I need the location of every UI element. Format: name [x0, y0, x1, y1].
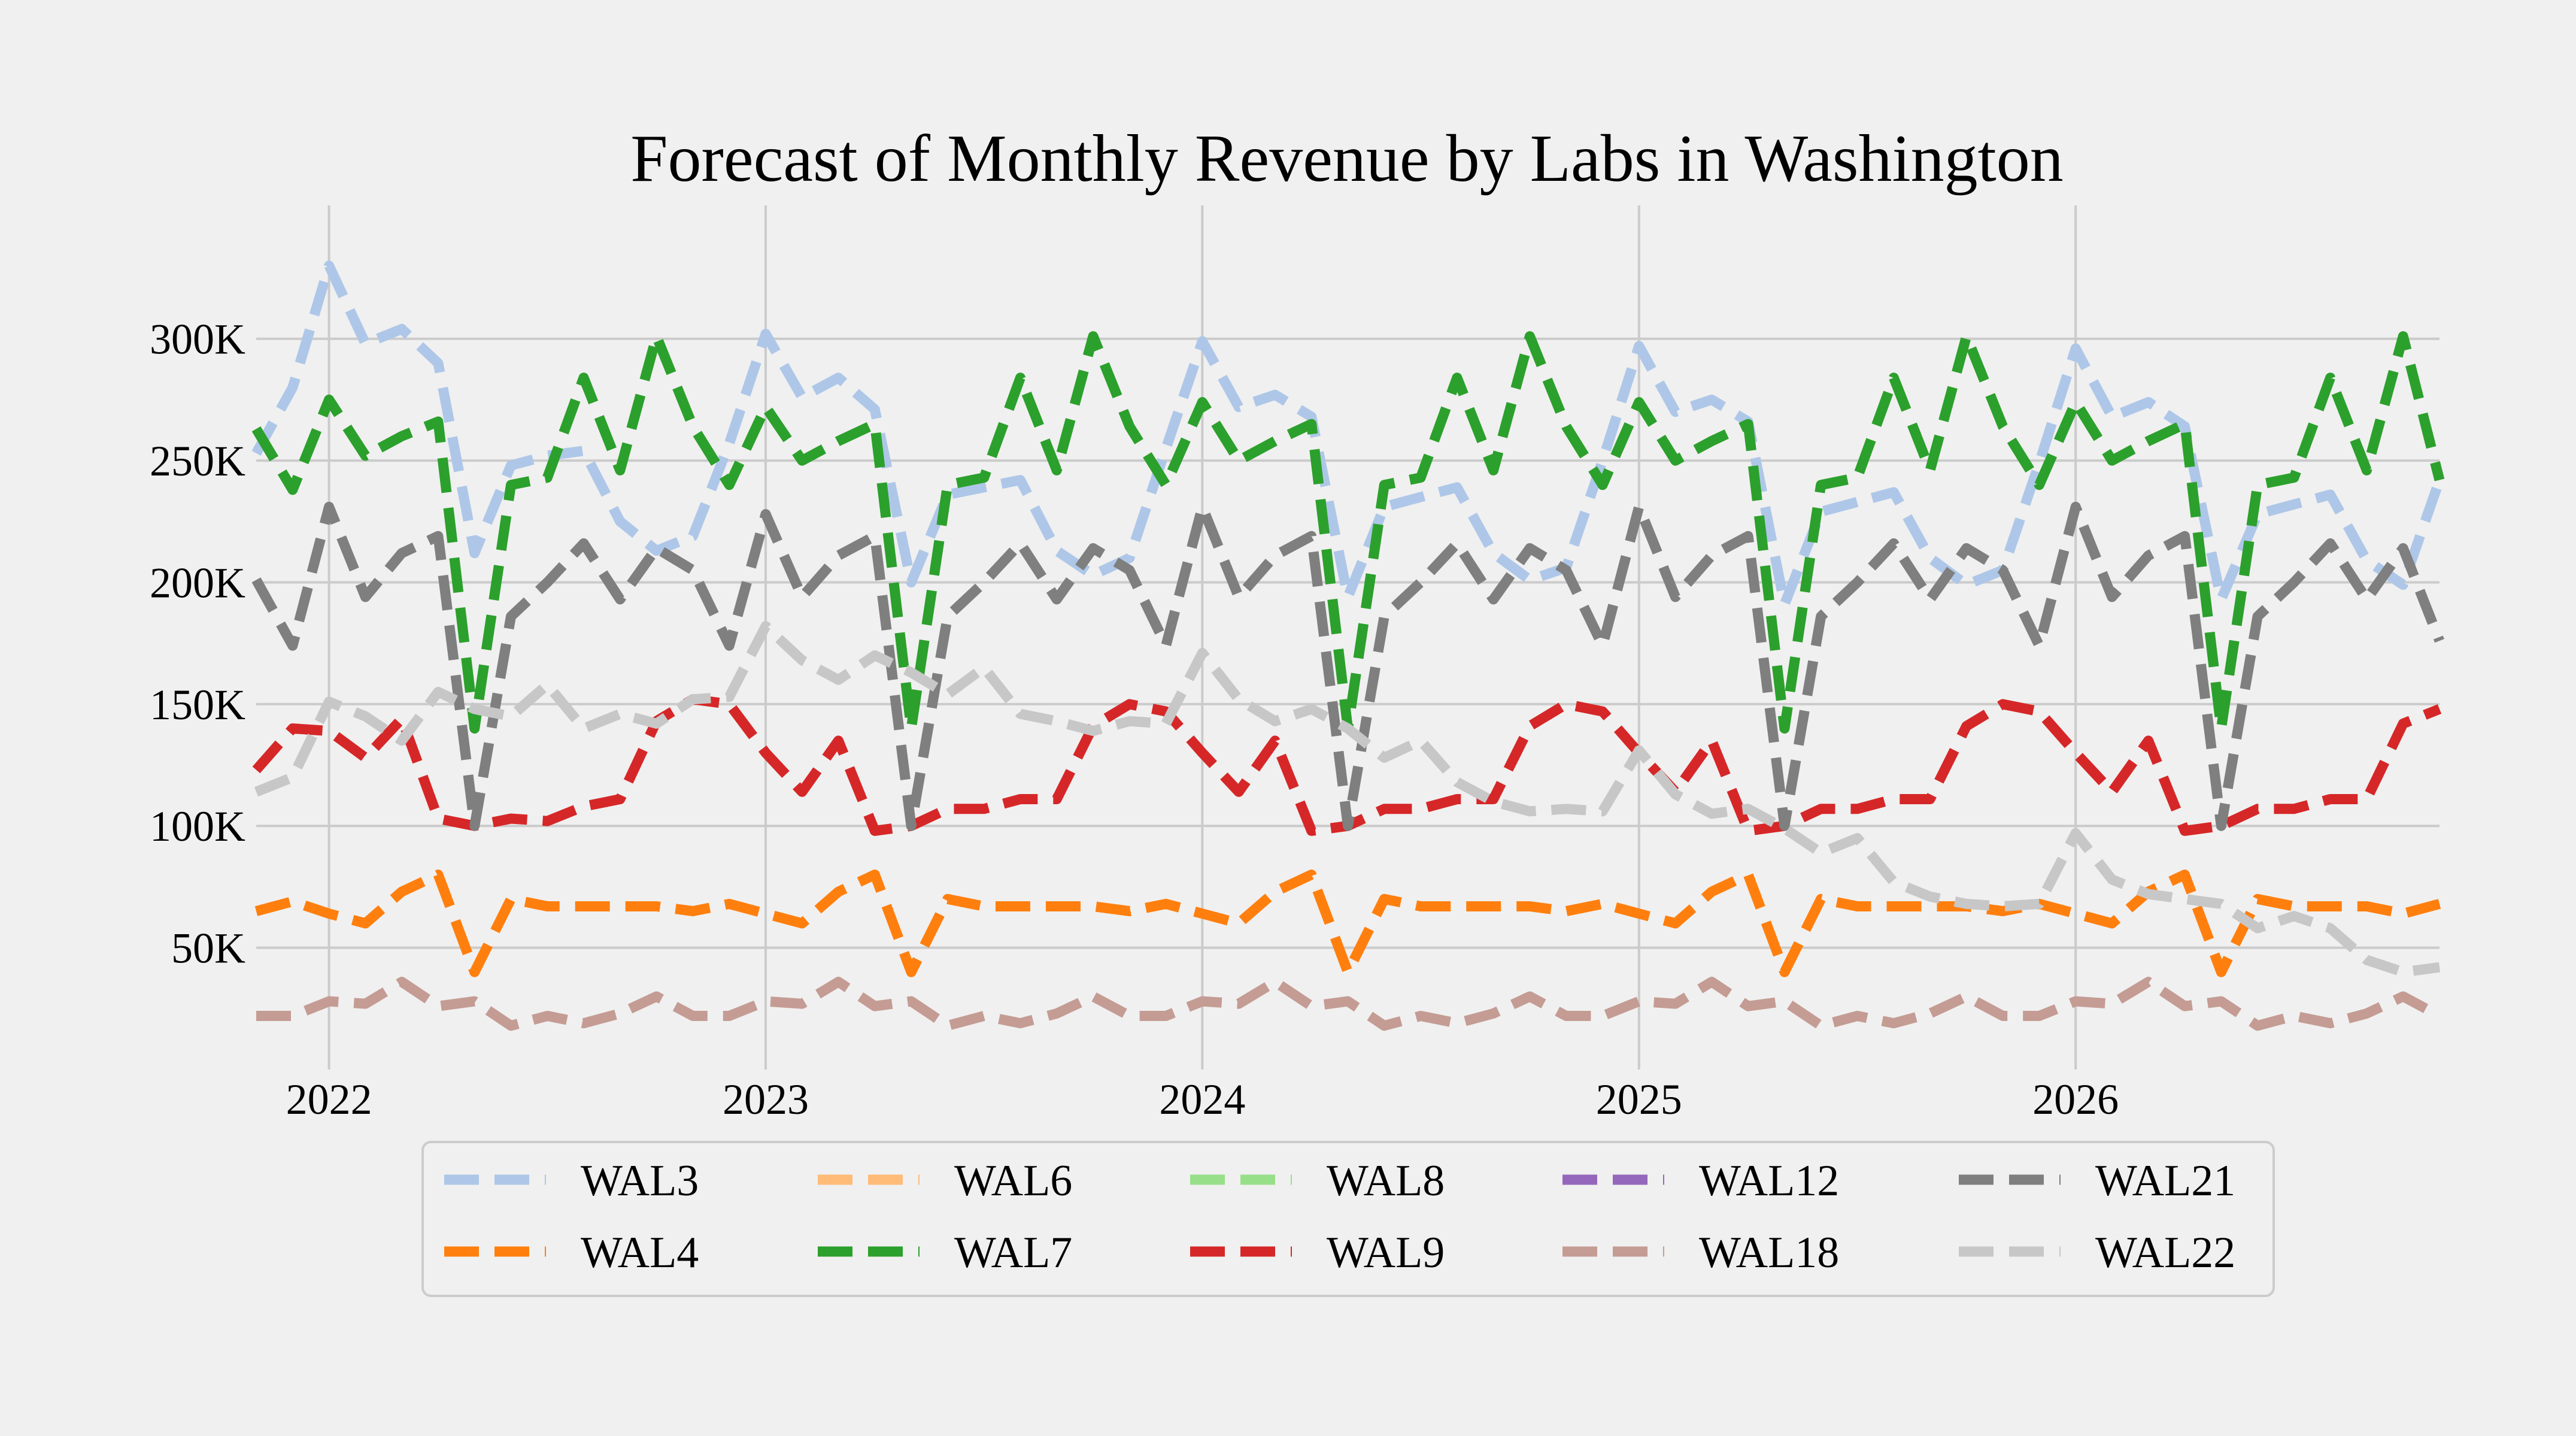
- x-tick-label: 2022: [286, 1076, 372, 1123]
- legend-label-wal22: WAL22: [2095, 1228, 2235, 1277]
- x-tick-label: 2026: [2032, 1076, 2119, 1123]
- y-tick-label: 200K: [150, 559, 245, 607]
- axis-layer: 2022 2023 2024 2025 2026 50K 100K 150K 200K 250K 3…: [150, 316, 2119, 1123]
- x-tick-label: 2025: [1596, 1076, 1682, 1123]
- x-tick-label: 2023: [723, 1076, 809, 1123]
- y-tick-label: 250K: [150, 437, 245, 485]
- legend-label-wal3: WAL3: [581, 1156, 699, 1205]
- legend-label-wal6: WAL6: [954, 1156, 1072, 1205]
- legend-label-wal4: WAL4: [581, 1228, 699, 1277]
- series-line-wal18: [256, 977, 2443, 1031]
- legend-label-wal21: WAL21: [2095, 1156, 2235, 1205]
- y-tick-label: 50K: [171, 925, 245, 973]
- series-line-wal3: [251, 260, 2445, 610]
- y-tick-label: 100K: [150, 802, 245, 850]
- chart-title: Forecast of Monthly Revenue by Labs in W…: [630, 122, 2063, 196]
- series-layer: [251, 260, 2445, 1031]
- series-line-wal21: [251, 501, 2444, 831]
- series-line-wal7: [251, 331, 2445, 734]
- y-tick-label: 150K: [150, 681, 245, 729]
- legend-label-wal9: WAL9: [1327, 1228, 1445, 1277]
- legend: WAL3 WAL4 WAL6 WAL7 WAL8 WAL9 WAL12 WAL18 WAL21 W…: [421, 1141, 2275, 1297]
- legend-label-wal18: WAL18: [1699, 1228, 1839, 1277]
- legend-label-wal8: WAL8: [1327, 1156, 1445, 1205]
- series-line-wal22: [254, 621, 2441, 977]
- y-tick-label: 300K: [150, 316, 245, 363]
- grid-layer: [256, 205, 2440, 1070]
- legend-label-wal12: WAL12: [1699, 1156, 1839, 1205]
- series-line-wal4: [254, 870, 2441, 977]
- legend-label-wal7: WAL7: [954, 1228, 1072, 1277]
- x-tick-label: 2024: [1159, 1076, 1245, 1123]
